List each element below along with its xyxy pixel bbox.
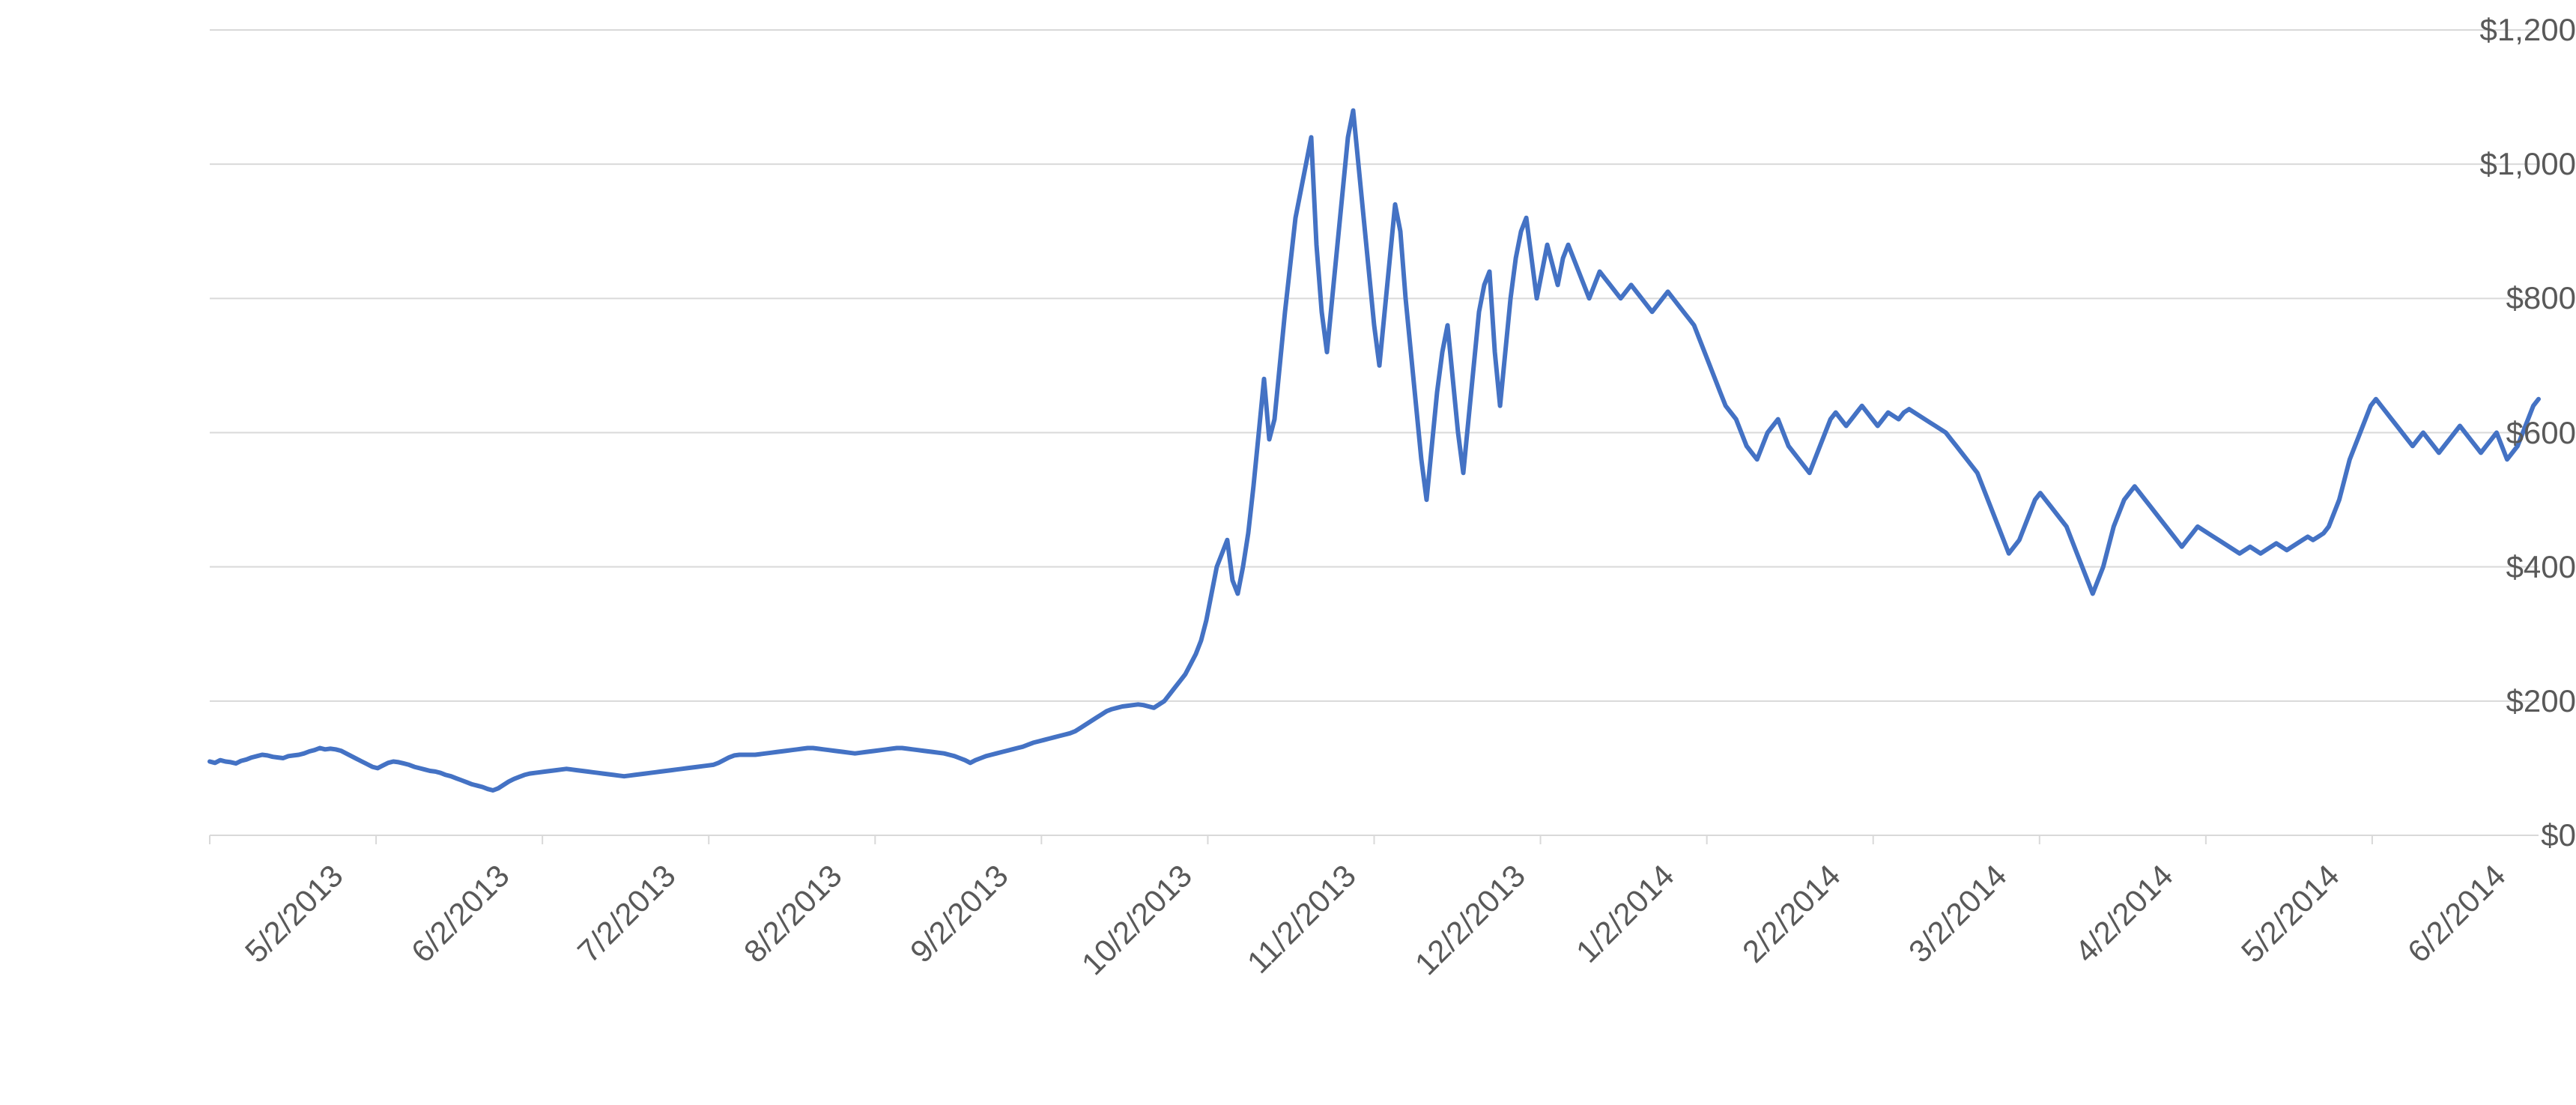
y-tick-label: $400	[2389, 549, 2576, 585]
y-tick-label: $0	[2389, 817, 2576, 853]
y-tick-label: $600	[2389, 415, 2576, 451]
y-tick-label: $800	[2389, 280, 2576, 316]
y-tick-label: $1,200	[2389, 12, 2576, 48]
y-tick-label: $200	[2389, 683, 2576, 719]
price-line-chart: $0$200$400$600$800$1,000$1,200 5/2/20136…	[0, 0, 2576, 1105]
y-tick-label: $1,000	[2389, 146, 2576, 182]
price-series-line	[210, 111, 2539, 791]
